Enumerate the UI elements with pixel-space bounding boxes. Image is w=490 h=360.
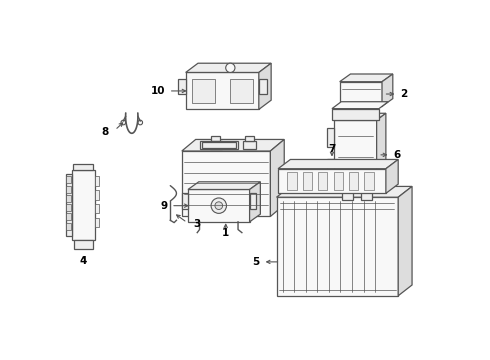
Bar xyxy=(332,109,379,120)
Text: 5: 5 xyxy=(252,257,260,267)
Text: 2: 2 xyxy=(400,89,407,99)
Polygon shape xyxy=(377,113,386,189)
Bar xyxy=(202,142,236,148)
Text: 8: 8 xyxy=(101,127,109,137)
Text: 10: 10 xyxy=(151,86,166,96)
Polygon shape xyxy=(259,63,271,109)
Bar xyxy=(361,189,372,200)
Circle shape xyxy=(215,202,222,210)
Bar xyxy=(287,172,296,190)
Bar xyxy=(74,239,93,249)
Text: 6: 6 xyxy=(393,150,401,160)
Bar xyxy=(66,222,71,230)
Bar xyxy=(210,141,222,149)
Polygon shape xyxy=(276,186,412,197)
Bar xyxy=(276,197,398,296)
Bar xyxy=(95,176,98,186)
Polygon shape xyxy=(188,182,260,189)
Bar xyxy=(66,195,71,202)
Text: 1: 1 xyxy=(222,228,229,238)
Bar xyxy=(192,78,215,103)
Text: 9: 9 xyxy=(161,201,168,211)
Polygon shape xyxy=(270,139,284,216)
Circle shape xyxy=(121,120,125,125)
Polygon shape xyxy=(182,139,284,151)
Text: 7: 7 xyxy=(328,144,336,154)
Bar xyxy=(186,72,259,109)
Bar xyxy=(66,213,71,220)
Bar xyxy=(229,78,253,103)
Bar xyxy=(327,128,334,147)
Circle shape xyxy=(211,198,226,213)
Bar xyxy=(303,172,312,190)
Bar xyxy=(95,190,98,199)
Bar xyxy=(318,172,327,190)
Bar xyxy=(66,174,72,236)
Polygon shape xyxy=(386,159,398,193)
Polygon shape xyxy=(249,182,260,222)
Bar xyxy=(72,170,95,239)
Bar xyxy=(365,172,373,190)
Bar xyxy=(66,186,71,193)
Polygon shape xyxy=(278,159,398,169)
Bar xyxy=(327,159,334,178)
Polygon shape xyxy=(398,186,412,296)
Bar xyxy=(249,193,256,209)
Bar xyxy=(74,164,93,170)
Bar xyxy=(178,78,186,94)
Bar xyxy=(66,204,71,211)
Polygon shape xyxy=(186,63,271,72)
Bar xyxy=(244,141,256,149)
Bar xyxy=(278,169,386,193)
Bar xyxy=(211,136,220,141)
Text: 4: 4 xyxy=(79,256,87,266)
Circle shape xyxy=(138,120,143,125)
Bar xyxy=(334,172,343,190)
Bar xyxy=(259,78,267,94)
Bar xyxy=(342,189,353,200)
Bar xyxy=(182,193,188,209)
Bar xyxy=(188,189,249,222)
Bar xyxy=(340,82,382,106)
Bar xyxy=(66,176,71,183)
Polygon shape xyxy=(332,102,388,109)
Circle shape xyxy=(226,63,235,72)
Text: 3: 3 xyxy=(194,219,200,229)
Bar xyxy=(182,151,270,216)
Bar xyxy=(95,204,98,213)
Polygon shape xyxy=(334,113,386,120)
Polygon shape xyxy=(382,74,393,106)
Polygon shape xyxy=(340,74,393,82)
Bar xyxy=(349,172,358,190)
Bar xyxy=(95,218,98,227)
Bar xyxy=(199,141,238,149)
Bar xyxy=(334,120,377,189)
Bar xyxy=(245,136,254,141)
